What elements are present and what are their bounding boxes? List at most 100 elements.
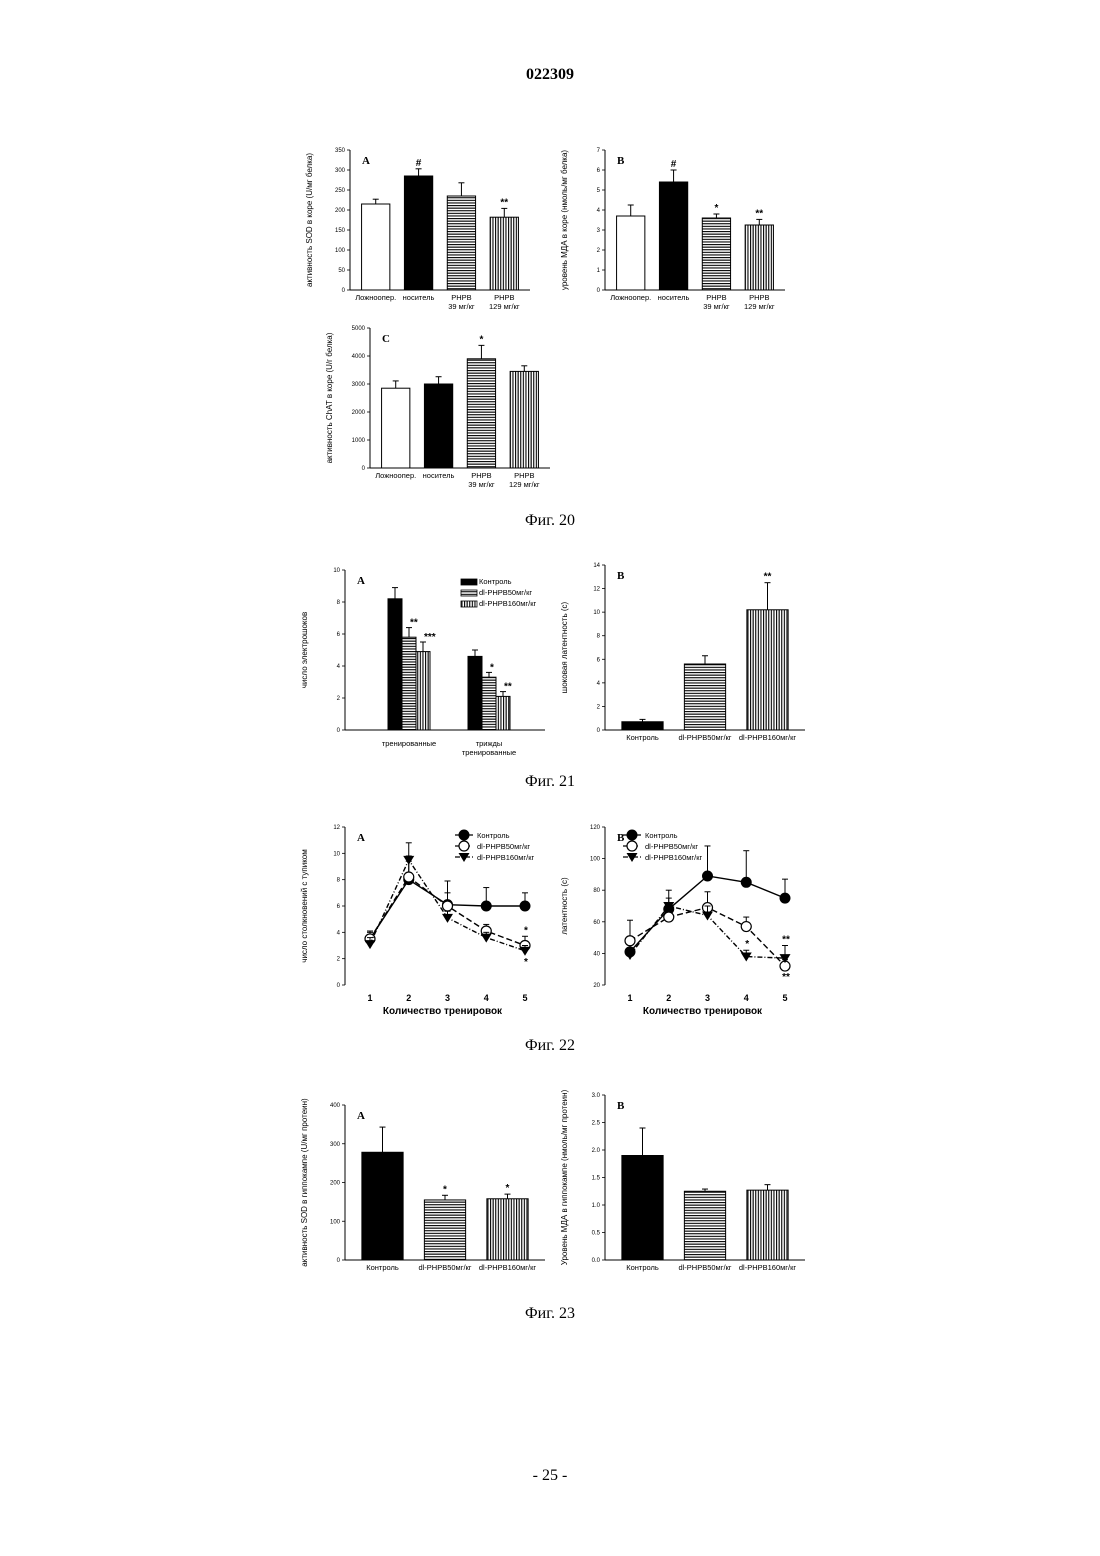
bar-1-1	[388, 599, 402, 730]
significance-marker: *	[490, 662, 494, 673]
point-marker	[459, 830, 469, 840]
y-tick-label: 350	[335, 148, 346, 154]
category-label: Ложноопер.	[610, 293, 651, 302]
y-tick-label: 8	[337, 878, 341, 884]
bar-2	[404, 176, 432, 290]
category-label: dl-PHPB50мг/кг	[418, 1263, 471, 1272]
bar-2	[659, 182, 687, 290]
bar-1	[362, 1152, 403, 1260]
significance-marker: **	[764, 572, 772, 583]
y-tick-label: 2	[597, 248, 601, 254]
y-tick-label: 1000	[352, 438, 366, 444]
point-marker	[703, 871, 713, 881]
y-tick-label: 0	[597, 728, 601, 734]
point-marker	[520, 901, 530, 911]
y-tick-label: 3.0	[592, 1093, 601, 1099]
bar-4	[510, 371, 538, 468]
chart-fig21A: 0246810число электрошоковA*****тренирова…	[295, 560, 555, 775]
figure-23-caption: Фиг. 23	[0, 1305, 1100, 1323]
figure-21-panel-a: 0246810число электрошоковA*****тренирова…	[295, 560, 555, 775]
point-marker	[627, 841, 637, 851]
legend-swatch	[461, 601, 477, 607]
x-tick-label: 3	[705, 993, 710, 1003]
y-tick-label: 5	[597, 188, 601, 194]
chart-fig21B: 02468101214шоковая латентность (с)BКонтр…	[555, 555, 815, 770]
y-tick-label: 3	[597, 228, 601, 234]
panel-label: A	[357, 575, 365, 587]
category-label-line2: тренированные	[462, 748, 516, 757]
y-tick-label: 4	[597, 681, 601, 687]
y-axis-label: число столкновений с тупиком	[300, 849, 309, 962]
category-label: PHPB	[514, 471, 534, 480]
point-marker	[365, 940, 376, 949]
y-tick-label: 300	[335, 168, 346, 174]
legend-label: Контроль	[479, 577, 512, 586]
figure-23-panel-b: 0.00.51.01.52.02.53.0Уровень МДА в гиппо…	[555, 1085, 815, 1300]
legend-label: Контроль	[645, 831, 678, 840]
y-tick-label: 1	[597, 268, 601, 274]
significance-marker: **	[782, 972, 790, 983]
panel-label: B	[617, 832, 625, 844]
significance-marker: #	[671, 159, 677, 170]
significance-marker: *	[745, 939, 749, 950]
bar-1	[382, 388, 410, 468]
x-tick-label: 2	[666, 993, 671, 1003]
panel-label: B	[617, 570, 625, 582]
legend-label: dl-PHPB160мг/кг	[479, 599, 537, 608]
page-number: - 25 -	[0, 1467, 1100, 1485]
x-tick-label: 1	[627, 993, 632, 1003]
figure-20-panel-a: 050100150200250300350активность SOD в ко…	[300, 140, 540, 330]
y-tick-label: 60	[593, 920, 600, 926]
category-label: dl-PHPB160мг/кг	[739, 733, 797, 742]
panel-label: A	[357, 832, 365, 844]
x-tick-label: 3	[445, 993, 450, 1003]
y-axis-label: активность SOD в гиппокампе (U/мг протеи…	[300, 1098, 309, 1267]
y-tick-label: 200	[335, 208, 346, 214]
y-tick-label: 0	[362, 466, 366, 472]
figure-20-panel-c: 010002000300040005000активность ChAT в к…	[320, 318, 560, 508]
y-tick-label: 20	[593, 983, 600, 989]
category-label: PHPB	[706, 293, 726, 302]
y-tick-label: 2.5	[592, 1121, 601, 1127]
category-label: Ложноопер.	[355, 293, 396, 302]
y-tick-label: 200	[330, 1181, 341, 1187]
y-tick-label: 8	[337, 600, 341, 606]
y-tick-label: 10	[333, 851, 340, 857]
point-marker	[442, 914, 453, 923]
bar-4	[745, 225, 773, 290]
figure-22-panel-b: 20406080100120латентность (с)B*****12345…	[555, 815, 815, 1035]
significance-marker: *	[443, 1184, 447, 1195]
y-tick-label: 0.5	[592, 1231, 601, 1237]
y-tick-label: 250	[335, 188, 346, 194]
y-tick-label: 12	[593, 587, 600, 593]
y-tick-label: 2000	[352, 410, 366, 416]
y-tick-label: 6	[337, 904, 341, 910]
bar-2-3	[496, 696, 510, 730]
point-marker	[664, 912, 674, 922]
figure-20-caption: Фиг. 20	[0, 512, 1100, 530]
y-axis-label: активность ChAT в коре (U/г белка)	[325, 332, 334, 463]
category-label: dl-PHPB160мг/кг	[479, 1263, 537, 1272]
bar-2	[684, 1191, 725, 1260]
chart-fig20A: 050100150200250300350активность SOD в ко…	[300, 140, 540, 330]
category-label: PHPB	[494, 293, 514, 302]
bar-2	[684, 664, 725, 730]
bar-3	[487, 1199, 528, 1260]
category-label-line2: 39 мг/кг	[703, 302, 730, 311]
category-label: носитель	[658, 293, 690, 302]
figure-21-caption: Фиг. 21	[0, 773, 1100, 791]
figure-20-panel-b: 01234567уровень МДА в коре (нмоль/мг бел…	[555, 140, 795, 330]
point-marker	[459, 841, 469, 851]
point-marker	[741, 922, 751, 932]
y-tick-label: 0	[337, 1258, 341, 1264]
y-tick-label: 100	[335, 248, 346, 254]
bar-3	[702, 218, 730, 290]
y-tick-label: 4	[337, 930, 341, 936]
significance-marker: #	[416, 158, 422, 169]
y-axis-label: Уровень МДА в гиппокампе (нмоль/мг проте…	[560, 1089, 569, 1265]
y-tick-label: 80	[593, 888, 600, 894]
legend-swatch	[461, 590, 477, 596]
bar-3	[747, 1190, 788, 1260]
y-axis-label: активность SOD в коре (U/мг белка)	[305, 153, 314, 287]
y-tick-label: 6	[597, 168, 601, 174]
